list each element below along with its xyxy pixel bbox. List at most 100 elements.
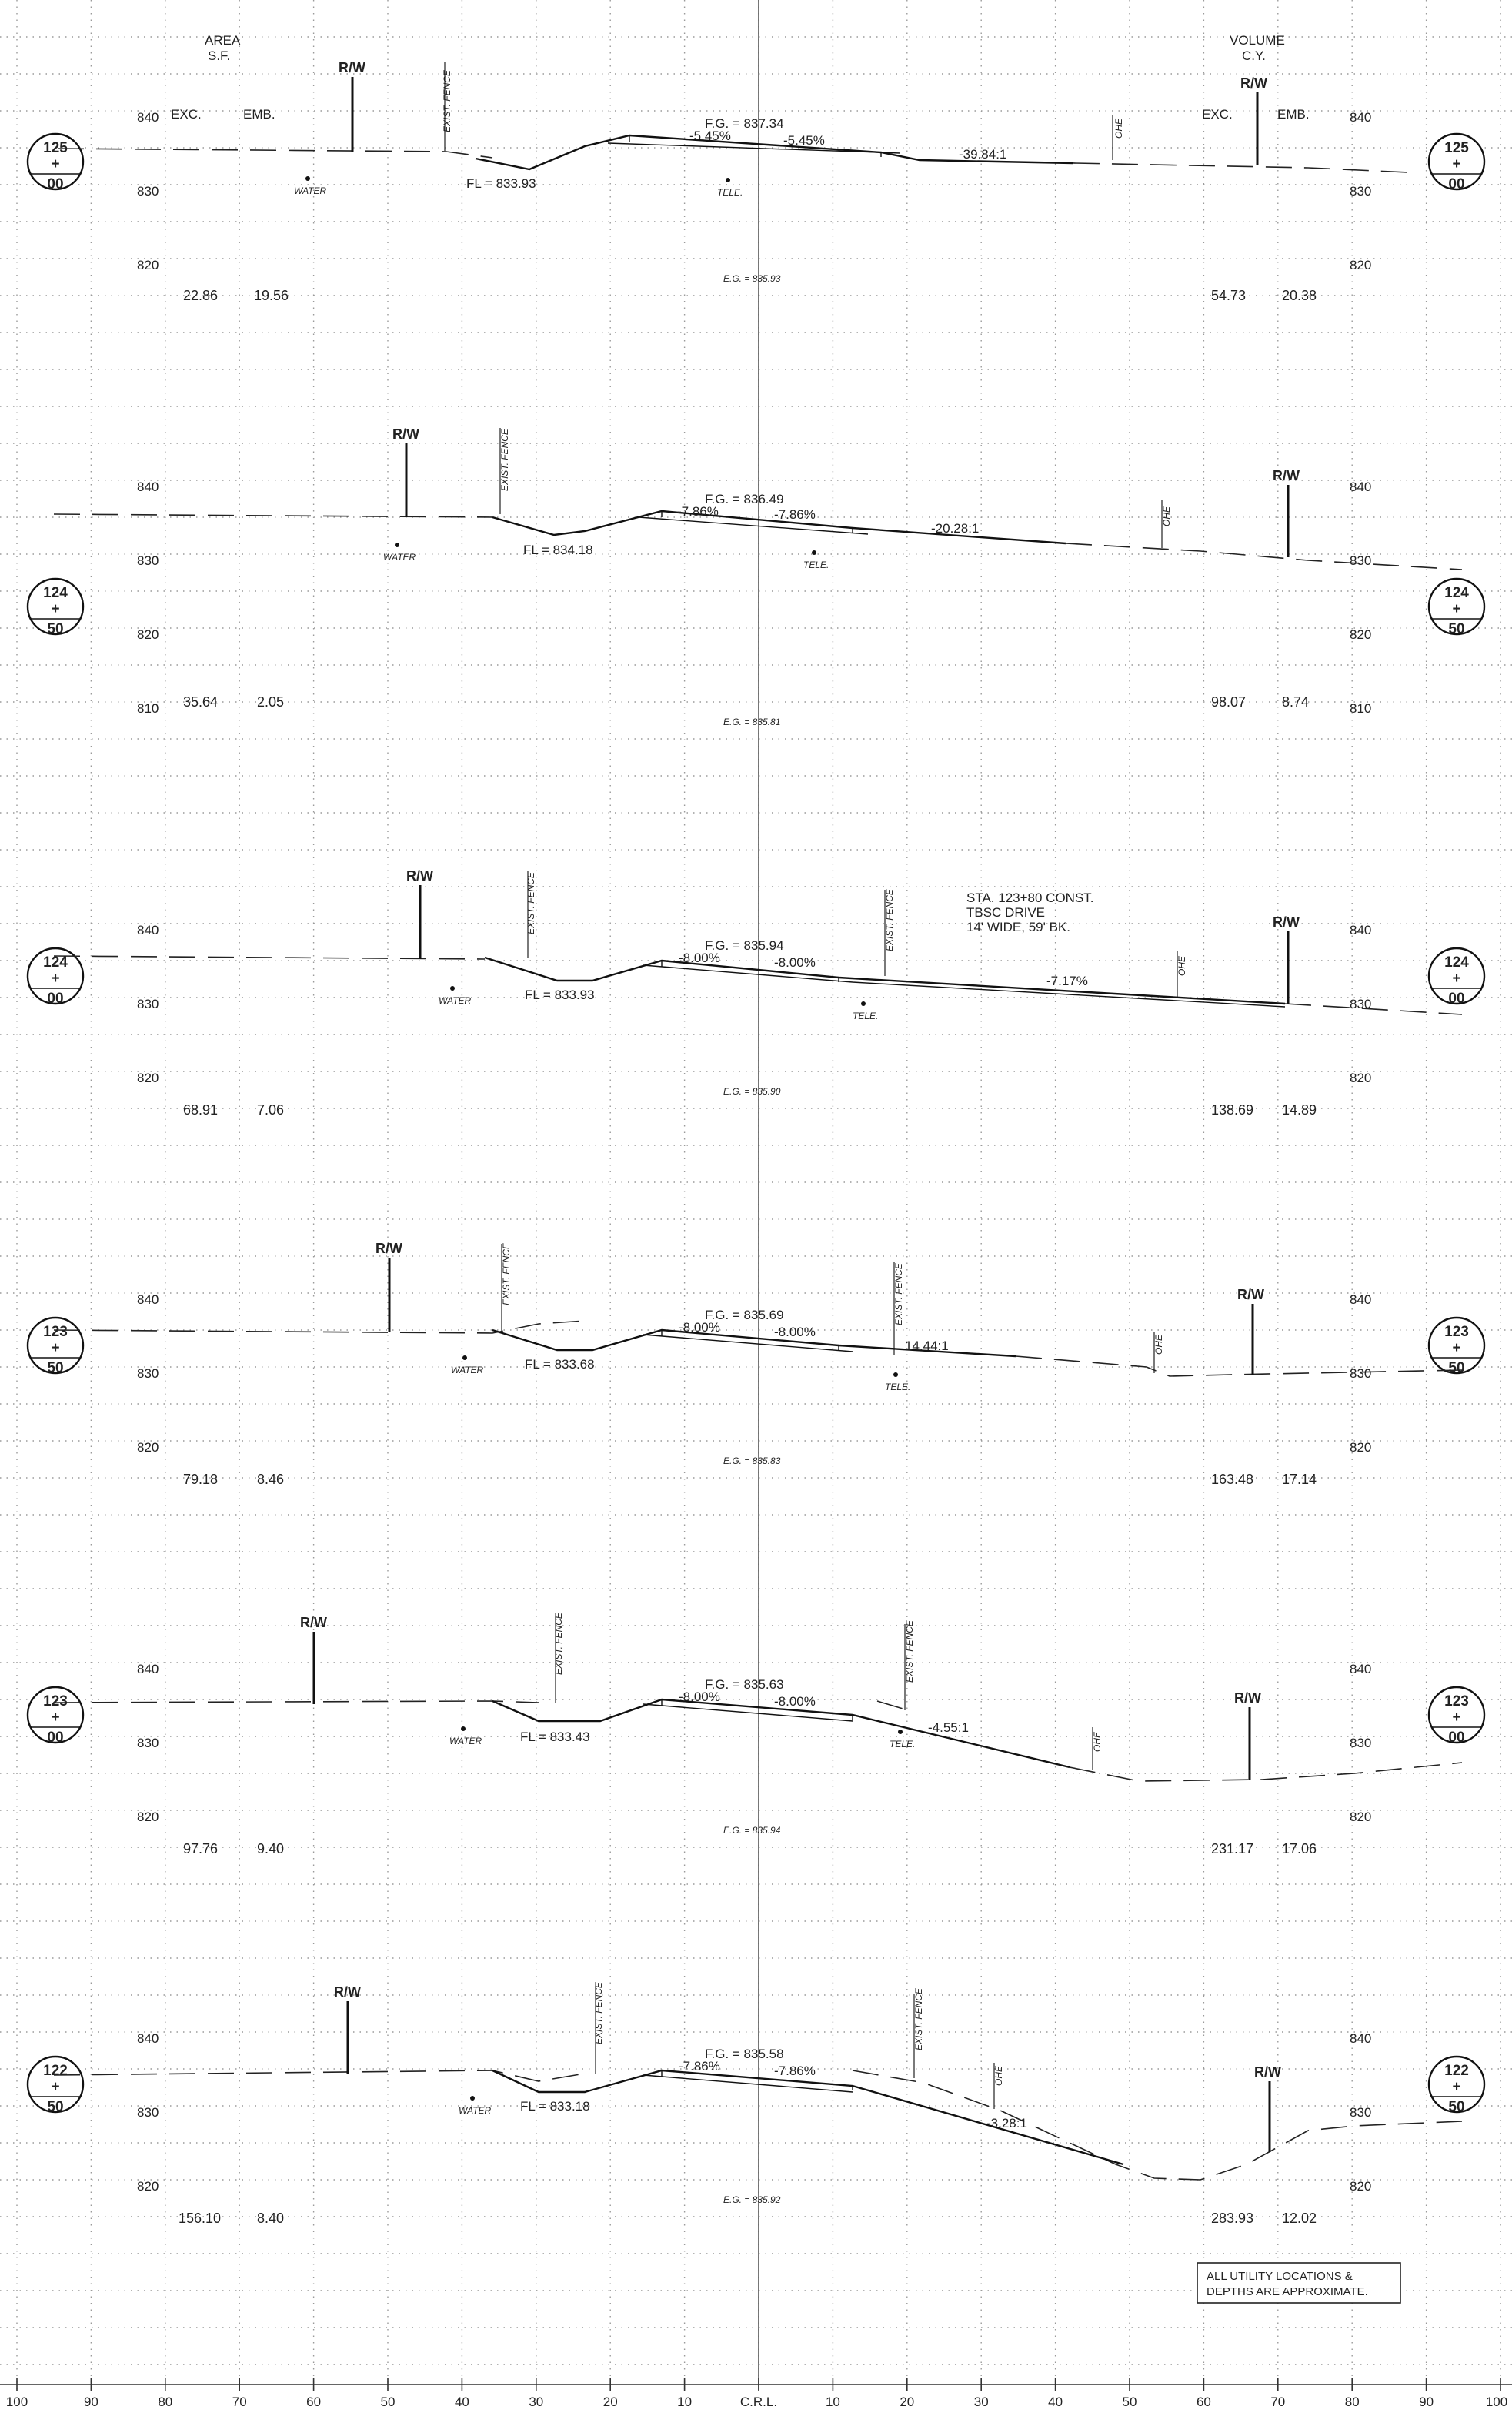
svg-text:840: 840 (137, 1292, 159, 1307)
slope-right: -8.00% (774, 1325, 816, 1339)
offset-label: 50 (1123, 2395, 1137, 2409)
svg-text:820: 820 (137, 1071, 159, 1085)
section-125-00: 125 + 00 125 + 00 840 830 820 840 830 82… (26, 60, 1486, 303)
station-marker-left: 124 + 50 (26, 577, 85, 637)
existing-ground (53, 513, 1463, 570)
svg-text:R/W: R/W (1237, 1287, 1264, 1302)
water-marker: WATER (383, 543, 416, 563)
area-header: AREA S.F. (205, 33, 241, 63)
offset-label: 50 (381, 2395, 396, 2409)
svg-text:TELE.: TELE. (885, 1382, 910, 1392)
fl-label: FL = 833.93 (466, 176, 536, 191)
svg-text:R/W: R/W (406, 868, 433, 884)
svg-text:WATER: WATER (383, 552, 416, 563)
svg-text:+: + (51, 1709, 59, 1726)
volume-emb: 14.89 (1282, 1102, 1317, 1118)
ohe-marker: OHE (993, 2063, 1004, 2109)
area-emb: 8.40 (257, 2211, 284, 2226)
svg-text:840: 840 (137, 1662, 159, 1676)
slope-right: -8.00% (774, 1694, 816, 1709)
svg-text:124: 124 (1444, 954, 1469, 971)
svg-text:820: 820 (1350, 1440, 1371, 1455)
svg-text:00: 00 (47, 991, 63, 1007)
svg-text:OHE: OHE (1153, 1334, 1164, 1355)
fg-label: F.G. = 837.34 (705, 116, 784, 131)
svg-text:123: 123 (1444, 1693, 1469, 1709)
elevation-labels: 840 830 820 840 830 820 (137, 1292, 1371, 1455)
svg-text:122: 122 (1444, 2063, 1469, 2079)
svg-text:830: 830 (137, 1366, 159, 1381)
finished-grade (492, 510, 1066, 545)
offset-label: 80 (158, 2395, 172, 2409)
ohe-marker: OHE (1153, 1332, 1164, 1373)
svg-text:123: 123 (43, 1324, 68, 1340)
offset-label: 70 (232, 2395, 247, 2409)
row-marker-left: R/W (406, 868, 433, 959)
volume-emb: 17.14 (1282, 1472, 1317, 1487)
driveway-note: STA. 123+80 CONST. TBSC DRIVE 14' WIDE, … (966, 891, 1094, 934)
volume-exc: 98.07 (1211, 694, 1246, 710)
svg-text:840: 840 (1350, 923, 1371, 937)
svg-text:WATER: WATER (439, 995, 472, 1006)
volume-exc: 283.93 (1211, 2211, 1253, 2226)
area-emb: 7.06 (257, 1102, 284, 1118)
offset-label: 40 (1048, 2395, 1063, 2409)
slope-left: -5.45% (689, 129, 731, 143)
svg-text:OHE: OHE (1113, 118, 1124, 139)
offset-label: 60 (1197, 2395, 1211, 2409)
finished-grade (484, 956, 1286, 1005)
svg-text:TELE.: TELE. (717, 187, 743, 198)
station-marker-right: 124 + 00 (1427, 947, 1486, 1007)
section-124-00: 124 + 00 124 + 00 840 830 820 840 830 82… (26, 868, 1486, 1118)
existing-ground (53, 955, 1463, 1015)
utility-note: ALL UTILITY LOCATIONS & DEPTHS ARE APPRO… (1197, 2262, 1401, 2304)
svg-text:+: + (1452, 2079, 1460, 2095)
offset-label: 30 (529, 2395, 543, 2409)
existing-ground (53, 1320, 1463, 1377)
section-123-50: 123 + 50 123 + 50 840 830 820 840 830 82… (26, 1241, 1486, 1487)
svg-text:+: + (51, 156, 59, 172)
volume-emb: 20.38 (1282, 288, 1317, 303)
fl-label: FL = 833.93 (525, 988, 595, 1002)
volume-emb: 12.02 (1282, 2211, 1317, 2226)
fl-label: FL = 834.18 (523, 543, 593, 557)
volume-exc-header: EXC. (1202, 107, 1233, 122)
svg-text:00: 00 (1448, 991, 1464, 1007)
svg-text:840: 840 (1350, 2031, 1371, 2046)
section-123-00: 123 + 00 123 + 00 840 830 820 840 830 82… (26, 1612, 1486, 1857)
svg-text:124: 124 (43, 954, 68, 971)
volume-emb: 17.06 (1282, 1841, 1317, 1857)
fence-marker: EXIST. FENCE (501, 1242, 512, 1332)
water-marker: WATER (459, 2096, 492, 2116)
svg-text:EXIST. FENCE: EXIST. FENCE (499, 428, 510, 491)
svg-text:R/W: R/W (1254, 2064, 1281, 2080)
volume-title: VOLUME (1230, 33, 1285, 48)
offset-label: 60 (306, 2395, 321, 2409)
row-marker-left: R/W (375, 1241, 402, 1332)
area-unit: S.F. (208, 48, 230, 63)
station-marker-left: 123 + 00 (26, 1686, 85, 1746)
area-exc: 68.91 (183, 1102, 218, 1118)
svg-text:+: + (51, 971, 59, 987)
svg-text:R/W: R/W (1273, 914, 1300, 930)
offset-label: 70 (1270, 2395, 1285, 2409)
svg-text:50: 50 (47, 621, 63, 637)
svg-text:+: + (1452, 156, 1460, 172)
svg-text:840: 840 (137, 923, 159, 937)
svg-text:840: 840 (1350, 110, 1371, 125)
svg-text:50: 50 (1448, 2099, 1464, 2115)
svg-text:840: 840 (137, 480, 159, 494)
svg-text:810: 810 (137, 701, 159, 716)
offset-label: 40 (455, 2395, 469, 2409)
offset-label: 20 (603, 2395, 618, 2409)
svg-text:820: 820 (137, 627, 159, 642)
area-exc: 97.76 (183, 1841, 218, 1857)
svg-text:820: 820 (1350, 2179, 1371, 2194)
ohe-marker: OHE (1092, 1727, 1103, 1770)
svg-text:EXIST. FENCE: EXIST. FENCE (913, 1987, 924, 2050)
svg-text:TELE.: TELE. (803, 560, 829, 570)
svg-text:125: 125 (1444, 140, 1469, 156)
svg-text:+: + (1452, 971, 1460, 987)
svg-text:R/W: R/W (1240, 75, 1267, 91)
